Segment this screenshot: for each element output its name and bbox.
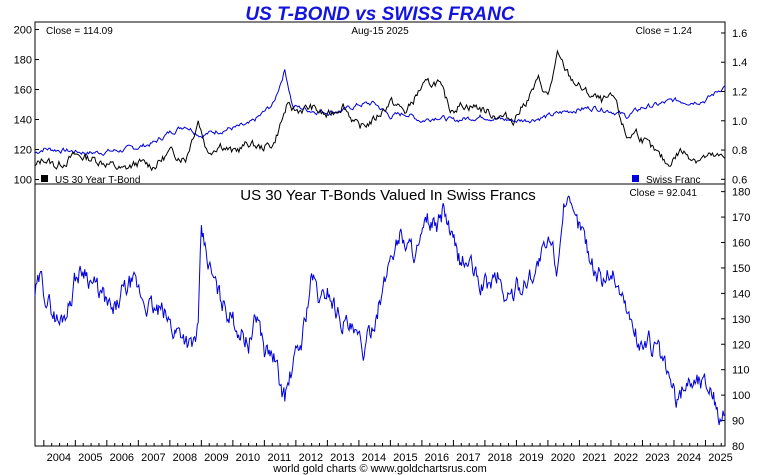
x-tick-label: 2021 <box>582 452 606 464</box>
x-tick-label: 2022 <box>614 452 638 464</box>
left-tick-label: 100 <box>14 175 32 187</box>
bottom-tick-label: 120 <box>732 339 750 351</box>
bottom-tick-label: 150 <box>732 263 750 275</box>
legend-swatch-tbond <box>41 175 48 182</box>
top-left-axis: 100 120 140 160 180 200 <box>14 25 39 187</box>
x-axis: 2004 2005 2006 2007 2008 2009 2010 2011 2012 2013… <box>43 440 733 464</box>
x-tick-label: 2005 <box>78 452 102 464</box>
bottom-tick-label: 160 <box>732 238 750 250</box>
x-tick-label: 2015 <box>393 452 417 464</box>
series-line-swiss-franc <box>34 69 726 157</box>
x-tick-label: 2008 <box>173 452 197 464</box>
x-tick-label: 2025 <box>708 452 732 464</box>
right-tick-label: 1.4 <box>732 57 747 69</box>
right-tick-label: 1.0 <box>732 116 747 128</box>
top-panel-frame <box>34 21 726 185</box>
legend-label-tbond: US 30 Year T-Bond <box>55 175 140 186</box>
top-chart-title: US T-BOND vs SWISS FRANC <box>245 4 514 25</box>
x-tick-label: 2017 <box>456 452 480 464</box>
bottom-series-group <box>34 195 725 426</box>
x-tick-label: 2020 <box>551 452 575 464</box>
x-tick-label: 2004 <box>47 452 71 464</box>
right-tick-label: 1.2 <box>732 87 747 99</box>
bottom-tick-label: 170 <box>732 212 750 224</box>
legend-swatch-franc <box>632 175 639 182</box>
x-tick-label: 2024 <box>677 452 701 464</box>
date-label: Aug-15 2025 <box>351 26 409 37</box>
x-tick-label: 2016 <box>425 452 449 464</box>
bottom-tick-label: 90 <box>732 416 744 428</box>
x-tick-label: 2010 <box>236 452 260 464</box>
right-tick-label: 0.8 <box>732 145 747 157</box>
right-tick-label: 0.6 <box>732 174 747 186</box>
bottom-panel-frame <box>34 183 726 447</box>
bottom-tick-label: 110 <box>732 365 750 377</box>
top-right-axis: 0.6 0.8 1.0 1.2 1.4 1.6 <box>721 28 747 186</box>
bottom-tick-label: 100 <box>732 390 750 402</box>
bottom-right-axis: 80 90 100 110 120 130 140 150 160 170 180 <box>721 187 750 453</box>
x-tick-label: 2012 <box>299 452 323 464</box>
series-line-us-tbond <box>34 49 726 172</box>
footer-credit: world gold charts © www.goldchartsrus.co… <box>272 463 487 475</box>
left-tick-label: 140 <box>14 115 32 127</box>
x-tick-label: 2007 <box>141 452 165 464</box>
x-tick-label: 2023 <box>645 452 669 464</box>
bottom-close-label: Close = 92.041 <box>629 188 697 199</box>
left-tick-label: 120 <box>14 145 32 157</box>
legend-label-franc: Swiss Franc <box>646 175 700 186</box>
series-line-tbond-in-francs <box>34 195 725 426</box>
x-tick-label: 2018 <box>488 452 512 464</box>
left-tick-label: 180 <box>14 55 32 67</box>
bottom-tick-label: 80 <box>732 441 744 453</box>
x-tick-label: 2013 <box>330 452 354 464</box>
x-tick-label: 2011 <box>268 452 292 464</box>
bottom-chart-title: US 30 Year T-Bonds Valued In Swiss Franc… <box>240 187 535 204</box>
bottom-tick-label: 130 <box>732 314 750 326</box>
left-tick-label: 160 <box>14 85 32 97</box>
x-tick-label: 2014 <box>362 452 386 464</box>
bottom-tick-label: 140 <box>732 288 750 300</box>
right-close-label: Close = 1.24 <box>636 26 693 37</box>
x-tick-label: 2019 <box>519 452 543 464</box>
left-tick-label: 200 <box>14 25 32 37</box>
left-close-label: Close = 114.09 <box>46 26 113 37</box>
bottom-tick-label: 180 <box>732 187 750 199</box>
right-tick-label: 1.6 <box>732 28 747 40</box>
x-tick-label: 2009 <box>204 452 228 464</box>
top-series-group <box>34 49 726 172</box>
x-tick-label: 2006 <box>110 452 134 464</box>
